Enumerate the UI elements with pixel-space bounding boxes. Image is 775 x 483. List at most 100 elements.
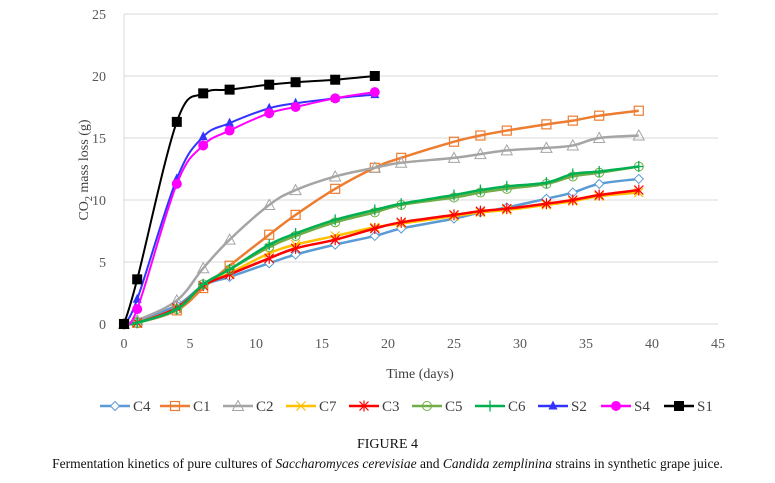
series-c6: [119, 161, 644, 330]
legend-marker: [169, 400, 181, 412]
data-point: [369, 71, 380, 81]
data-point: [172, 303, 182, 315]
data-point: [290, 209, 301, 220]
data-point: [567, 194, 578, 206]
legend-label: C6: [508, 399, 526, 415]
series-s2: [119, 89, 380, 328]
legend-marker: [109, 400, 121, 412]
data-point: [394, 156, 408, 168]
series-line: [123, 191, 639, 326]
fermentation-chart: 0 5 10 15 20 25 0 5 10 15 20 25 30 35 40 45 CO2 mass l…: [77, 8, 726, 415]
legend-item-s2: S2: [538, 399, 587, 415]
legend-label: S1: [697, 399, 713, 415]
data-point: [568, 168, 578, 180]
x-tick-label: 45: [711, 337, 725, 352]
x-tick-label: 15: [315, 337, 329, 352]
series-line: [123, 91, 375, 327]
y-tick-label: 25: [92, 8, 106, 23]
data-point: [501, 125, 512, 136]
legend-marker: [548, 400, 558, 410]
legend-item-s4: S4: [601, 399, 650, 415]
legend-marker: [359, 400, 369, 412]
data-point: [198, 88, 209, 99]
data-point: [330, 234, 341, 246]
data-point: [501, 203, 512, 215]
series-line: [123, 93, 375, 325]
series-s4: [119, 87, 380, 329]
data-point: [632, 128, 646, 141]
data-point: [594, 189, 605, 201]
x-tick-label: 10: [249, 337, 263, 352]
legend-item-c1: C1: [160, 399, 211, 415]
legend-label: C3: [382, 399, 400, 415]
legend-marker: [611, 401, 621, 411]
data-point: [289, 183, 302, 196]
data-point: [633, 184, 644, 196]
data-point: [290, 77, 301, 88]
legend-item-c7: C7: [286, 399, 337, 415]
series-c5: [119, 161, 644, 329]
data-point: [396, 198, 406, 210]
data-point: [171, 178, 182, 189]
data-point: [330, 93, 341, 104]
figure-title: FIGURE 4: [356, 437, 419, 452]
x-axis-ticks: 0 5 10 15 20 25 30 35 40 45: [121, 337, 726, 352]
legend-marker: [422, 401, 432, 411]
series-c2: [117, 128, 646, 329]
data-point: [541, 198, 552, 210]
data-point: [198, 140, 209, 151]
series-line: [123, 165, 639, 326]
series-line: [123, 165, 639, 326]
data-point: [171, 116, 182, 127]
series-line: [123, 75, 375, 325]
y-axis-title: CO2 mass loss (g): [77, 119, 95, 220]
y-tick-label: 15: [92, 132, 106, 147]
data-point: [328, 169, 342, 182]
data-point: [290, 249, 301, 260]
legend-item-c3: C3: [349, 399, 400, 415]
data-point: [475, 184, 485, 196]
legend-item-s1: S1: [664, 399, 713, 415]
data-point: [132, 274, 143, 285]
data-point: [330, 183, 341, 194]
x-tick-label: 0: [121, 337, 128, 352]
x-tick-label: 30: [513, 337, 527, 352]
data-point: [198, 278, 208, 290]
legend-item-c5: C5: [412, 399, 463, 415]
data-point: [370, 204, 380, 216]
legend-label: S4: [634, 399, 650, 415]
legend-marker: [485, 400, 495, 412]
legend-item-c4: C4: [100, 399, 151, 415]
data-point: [449, 209, 459, 221]
data-point: [198, 131, 208, 141]
data-point: [567, 115, 578, 126]
figure-caption: Fermentation kinetics of pure cultures o…: [0, 456, 775, 472]
data-point: [633, 105, 644, 116]
x-tick-label: 25: [447, 337, 461, 352]
series-c4: [118, 173, 645, 330]
legend: C4 C1 C2 C7 C3 C5 C6 S2 S4 S1: [100, 399, 713, 415]
x-tick-label: 5: [187, 337, 194, 352]
data-point: [119, 319, 129, 329]
data-point: [223, 233, 236, 245]
data-point: [224, 84, 235, 95]
data-point: [566, 138, 580, 151]
data-point: [592, 131, 606, 143]
legend-marker: [674, 401, 684, 411]
series-line: [123, 134, 639, 326]
data-point: [447, 151, 461, 163]
data-point: [132, 304, 143, 315]
data-point: [224, 125, 235, 136]
data-point: [448, 136, 460, 147]
caption-species-name: Candida zemplinina: [442, 456, 552, 471]
data-point: [594, 165, 604, 177]
x-tick-label: 20: [381, 337, 395, 352]
legend-item-c6: C6: [475, 399, 526, 415]
caption-species-name: Saccharomyces cerevisiae: [275, 456, 417, 471]
data-point: [290, 242, 301, 254]
data-point: [262, 198, 276, 210]
y-axis-ticks: 0 5 10 15 20 25: [92, 8, 106, 333]
y-tick-label: 10: [92, 194, 106, 209]
x-axis-title: Time (days): [386, 367, 454, 382]
data-point: [594, 110, 605, 121]
